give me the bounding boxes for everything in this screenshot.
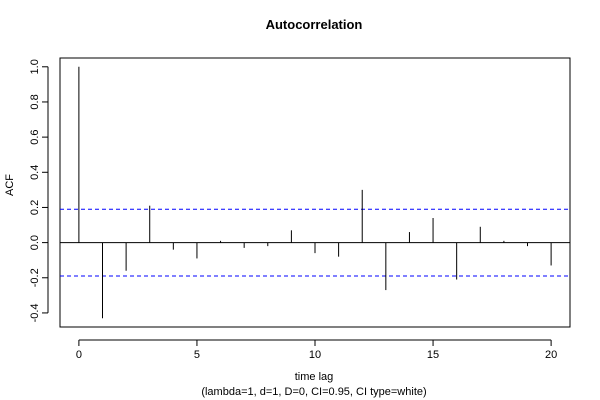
y-tick-label: 1.0 [29,59,41,74]
chart-title: Autocorrelation [266,17,363,32]
y-tick-label: 0.4 [29,165,41,180]
plot-area: 0 5 10 15 20 -0.4 -0.2 0.0 0.2 0.4 0.6 0.8 1.0 [29,57,571,361]
y-tick-label: 0.2 [29,200,41,215]
y-tick-label: 0.8 [29,94,41,109]
chart-subtitle: (lambda=1, d=1, D=0, CI=0.95, CI type=wh… [201,386,426,398]
y-tick-label: -0.2 [29,268,41,287]
x-tick-label: 20 [545,349,557,361]
x-tick-label: 15 [427,349,439,361]
y-tick-label: 0.6 [29,129,41,144]
plot-frame [59,57,571,328]
x-tick-label: 0 [76,349,82,361]
x-tick-label: 10 [309,349,321,361]
y-tick-label: -0.4 [29,303,41,322]
x-tick-label: 5 [194,349,200,361]
y-tick-label: 0.0 [29,235,41,250]
x-axis-title: time lag [295,371,334,383]
y-axis-title: ACF [4,174,16,196]
